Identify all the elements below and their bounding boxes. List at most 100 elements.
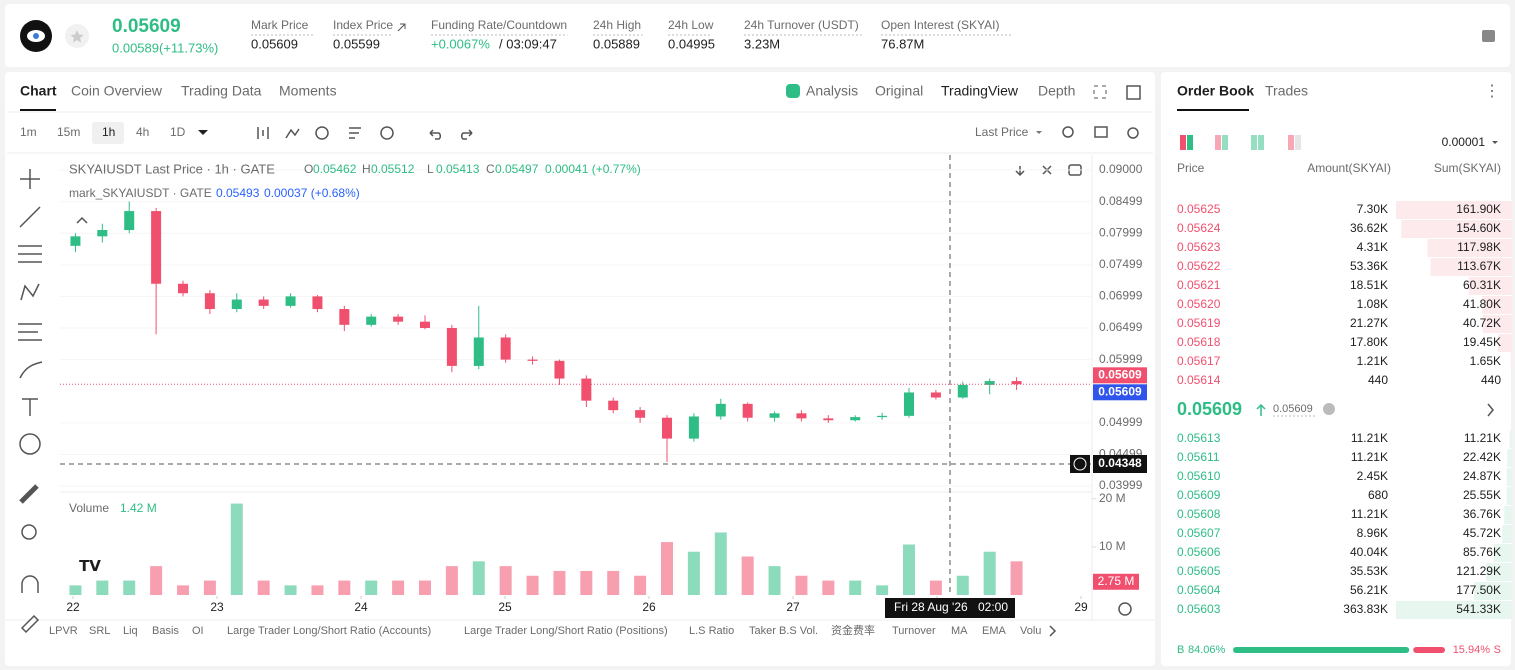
indicator-tab[interactable]: LPVR	[49, 625, 78, 637]
indicator-tab[interactable]: Volu	[1020, 625, 1041, 637]
indicator-tab[interactable]: Taker B.S Vol.	[749, 625, 818, 637]
window-icon[interactable]	[1126, 85, 1141, 100]
interval-button[interactable]: 1h	[102, 125, 115, 139]
add-icon[interactable]	[380, 126, 394, 140]
indicator-tab[interactable]: L.S Ratio	[689, 625, 734, 637]
mark-price-badge	[1093, 384, 1147, 401]
book-tab[interactable]: Trades	[1265, 83, 1308, 99]
chart-tab[interactable]: Chart	[20, 83, 57, 99]
book-price[interactable]: 0.05609	[1177, 488, 1221, 502]
mid-more-icon[interactable]	[1487, 403, 1494, 417]
magnet-tool[interactable]	[21, 575, 39, 593]
book-price[interactable]: 0.05618	[1177, 335, 1221, 349]
interval-button[interactable]: 4h	[136, 125, 149, 139]
ruler-tool[interactable]	[19, 484, 39, 504]
book-price[interactable]: 0.05621	[1177, 278, 1221, 292]
indicator-tab[interactable]: Large Trader Long/Short Ratio (Positions…	[464, 625, 668, 637]
view-tab[interactable]: Original	[875, 83, 923, 99]
book-tab[interactable]: Order Book	[1177, 83, 1254, 99]
book-price[interactable]: 0.05614	[1177, 373, 1221, 387]
camera-icon[interactable]	[1094, 126, 1108, 138]
indicator-icon[interactable]	[285, 128, 300, 139]
redo-icon[interactable]	[460, 129, 473, 140]
chart-tab[interactable]: Trading Data	[181, 83, 262, 99]
book-price[interactable]: 0.05623	[1177, 240, 1221, 254]
book-price[interactable]: 0.05622	[1177, 259, 1221, 273]
interval-button[interactable]: 1m	[20, 125, 37, 139]
candle-body	[393, 316, 404, 322]
line-tool[interactable]	[19, 206, 41, 228]
book-price[interactable]: 0.05604	[1177, 583, 1221, 597]
undo-icon[interactable]	[429, 129, 442, 140]
dropdown-arrow[interactable]	[198, 130, 208, 135]
book-price[interactable]: 0.05605	[1177, 564, 1221, 578]
template-icon[interactable]	[349, 127, 361, 139]
indicator-tab[interactable]: OI	[192, 625, 204, 637]
chart-tab[interactable]: Coin Overview	[71, 83, 163, 99]
scroll-right[interactable]	[1049, 625, 1057, 637]
ohlc-key: L	[427, 162, 434, 176]
price-source[interactable]: Last Price	[975, 125, 1029, 139]
zoom-tool[interactable]	[21, 524, 37, 540]
settings-icon[interactable]	[1482, 30, 1495, 42]
add-alert-bg[interactable]	[1070, 455, 1090, 474]
book-view-icon[interactable]	[1215, 135, 1221, 150]
fib-tool[interactable]	[18, 245, 42, 263]
legend-collapse-icon[interactable]	[76, 216, 88, 224]
book-price[interactable]: 0.05610	[1177, 469, 1221, 483]
depth-bar	[1482, 315, 1512, 333]
interval-button[interactable]: 1D	[170, 125, 186, 139]
indicator-tab[interactable]: SRL	[89, 625, 110, 637]
y-tick-label: 0.07499	[1099, 257, 1143, 271]
x-tick-label: 29	[1074, 600, 1088, 614]
book-view-icon[interactable]	[1180, 135, 1186, 150]
book-view-icon[interactable]	[1288, 135, 1294, 150]
replay-icon[interactable]	[315, 126, 329, 140]
pencil-tool[interactable]	[20, 614, 40, 634]
axis-settings-icon[interactable]	[1118, 602, 1132, 616]
projection-tool[interactable]	[18, 323, 42, 341]
coin-logo-pupil	[33, 33, 39, 39]
book-price[interactable]: 0.05608	[1177, 507, 1221, 521]
dropdown-arrow	[1036, 131, 1042, 134]
emoji-tool[interactable]	[19, 433, 41, 455]
book-amount: 18.51K	[1350, 278, 1388, 292]
book-price[interactable]: 0.05620	[1177, 297, 1221, 311]
book-price[interactable]: 0.05607	[1177, 526, 1221, 540]
more-icon[interactable]: ⋮	[1484, 83, 1500, 100]
book-price[interactable]: 0.05625	[1177, 202, 1221, 216]
book-price[interactable]: 0.05624	[1177, 221, 1221, 235]
volume-bar	[123, 580, 136, 595]
depth-bar	[1504, 506, 1512, 524]
brush-tool[interactable]	[19, 361, 43, 379]
book-view-icon[interactable]	[1251, 135, 1257, 150]
fullscreen-icon[interactable]	[1093, 85, 1107, 99]
interval-button[interactable]: 15m	[57, 125, 80, 139]
book-price[interactable]: 0.05603	[1177, 602, 1221, 616]
book-amount: 440	[1368, 373, 1388, 387]
pattern-tool[interactable]	[20, 283, 40, 301]
chart-tab[interactable]: Moments	[279, 83, 337, 99]
indicator-tab[interactable]: Turnover	[892, 625, 936, 637]
precision-select[interactable]: 0.00001	[1442, 135, 1486, 149]
indicator-tab[interactable]: Basis	[152, 625, 179, 637]
gear-icon[interactable]	[1127, 127, 1139, 139]
book-price[interactable]: 0.05619	[1177, 316, 1221, 330]
search-icon[interactable]	[1062, 126, 1074, 138]
view-tab[interactable]: Analysis	[806, 83, 858, 99]
view-tab[interactable]: Depth	[1038, 83, 1075, 99]
book-price[interactable]: 0.05611	[1177, 450, 1220, 464]
indicator-tab[interactable]: Liq	[123, 625, 138, 637]
text-tool[interactable]	[22, 398, 38, 416]
indicator-tab[interactable]: Large Trader Long/Short Ratio (Accounts)	[227, 625, 431, 637]
view-tab[interactable]: TradingView	[941, 83, 1019, 99]
crosshair-tool[interactable]	[20, 169, 40, 189]
candle-body	[850, 417, 861, 421]
book-price[interactable]: 0.05617	[1177, 354, 1221, 368]
book-price[interactable]: 0.05613	[1177, 431, 1221, 445]
indicator-tab[interactable]: EMA	[982, 625, 1007, 637]
book-price[interactable]: 0.05606	[1177, 545, 1221, 559]
candle-type-icon[interactable]	[257, 127, 269, 139]
indicator-tab[interactable]: 资金费率	[831, 623, 875, 637]
indicator-tab[interactable]: MA	[951, 625, 968, 637]
